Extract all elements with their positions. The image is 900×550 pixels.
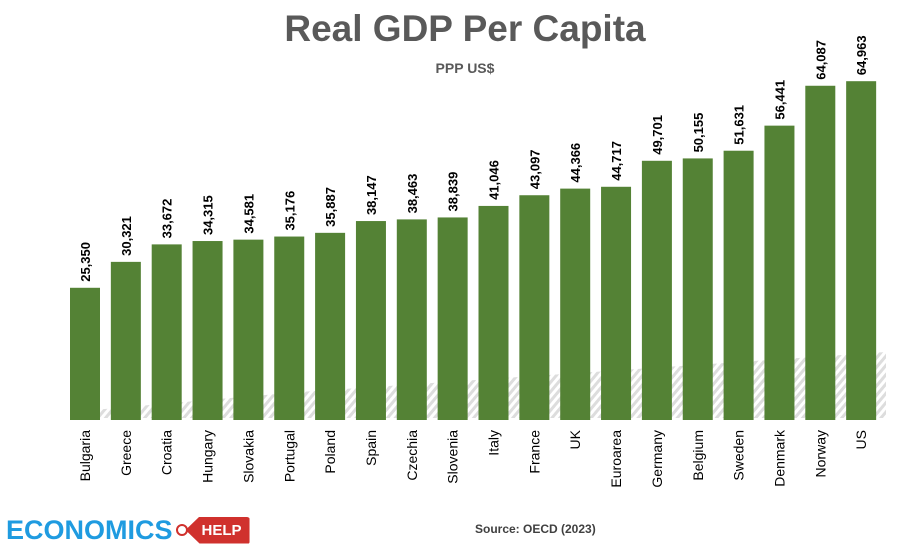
bar-belgium [682,158,713,421]
chart-subtitle: PPP US$ [435,60,495,76]
value-label-czechia: 38,463 [405,174,420,214]
bar-germany [641,160,672,421]
bar-portugal [274,236,305,420]
value-label-uk: 44,366 [568,143,583,183]
category-label-slovenia: Slovenia [445,430,461,484]
bar-euroarea [601,186,632,420]
category-label-portugal: Portugal [281,430,297,482]
category-label-italy: Italy [486,430,502,456]
bar-bulgaria [70,287,100,420]
category-label-bulgaria: Bulgaria [77,430,93,482]
value-label-croatia: 33,672 [160,199,175,239]
value-label-euroarea: 44,717 [609,141,624,181]
category-label-poland: Poland [322,430,338,474]
logo-tag-text: HELP [185,516,250,544]
bar-croatia [151,244,182,420]
bar-slovakia [233,239,264,420]
category-label-uk: UK [567,429,583,449]
value-label-norway: 64,087 [813,40,828,80]
bar-poland [315,232,346,420]
bar-hungary [192,241,223,420]
value-label-portugal: 35,176 [282,191,297,231]
bar-us [846,81,877,421]
value-label-slovakia: 34,581 [241,194,256,234]
category-label-hungary: Hungary [200,430,216,483]
bar-chart: 25,350 Bulgaria 30,321 Greece 33,672 Croatia 3… [70,35,886,488]
value-label-greece: 30,321 [119,216,134,256]
category-label-greece: Greece [118,430,134,476]
value-label-bulgaria: 25,350 [78,242,93,282]
chart-title: Real GDP Per Capita [284,8,646,49]
category-label-germany: Germany [649,430,665,488]
economics-help-logo: ECONOMICS HELP [6,512,250,548]
value-label-spain: 38,147 [364,175,379,215]
bar-uk [560,188,591,420]
value-label-belgium: 50,155 [691,113,706,153]
category-label-us: US [853,430,869,449]
value-label-france: 43,097 [527,149,542,189]
category-label-france: France [526,430,542,474]
floor-shadow [70,352,886,418]
category-label-slovakia: Slovakia [240,430,256,483]
value-label-germany: 49,701 [650,115,665,155]
bar-italy [478,205,509,420]
value-label-hungary: 34,315 [201,195,216,235]
bar-spain [355,221,386,420]
bar-norway [805,85,836,420]
logo-dot-icon [175,524,188,536]
value-label-sweden: 51,631 [732,105,747,145]
bar-sweden [723,150,754,420]
bar-france [519,195,550,420]
logo-main-text: ECONOMICS [6,514,173,545]
category-label-norway: Norway [812,430,828,477]
value-label-poland: 35,887 [323,187,338,227]
source-note: Source: OECD (2023) [475,522,596,536]
category-label-belgium: Belgium [690,430,706,481]
category-label-croatia: Croatia [159,430,175,475]
category-label-denmark: Denmark [771,429,787,487]
category-label-euroarea: Euroarea [608,430,624,488]
category-label-sweden: Sweden [731,430,747,481]
bar-greece [110,261,141,420]
value-label-us: 64,963 [854,35,869,75]
bar-czechia [396,219,427,420]
bar-denmark [764,125,795,420]
value-label-italy: 41,046 [487,160,502,200]
value-label-denmark: 56,441 [772,80,787,120]
category-label-spain: Spain [363,430,379,466]
category-label-czechia: Czechia [404,430,420,481]
bar-slovenia [437,217,468,420]
value-label-slovenia: 38,839 [446,172,461,212]
